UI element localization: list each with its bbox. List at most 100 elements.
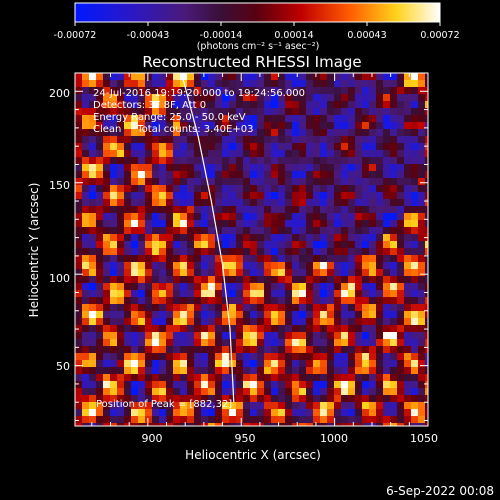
heatmap-cell xyxy=(145,220,152,227)
heatmap-cell xyxy=(362,304,369,311)
heatmap-cell xyxy=(215,164,222,171)
heatmap-cell xyxy=(285,283,292,290)
heatmap-cell xyxy=(103,332,110,339)
heatmap-cell xyxy=(348,185,355,192)
heatmap-cell xyxy=(390,283,397,290)
heatmap-cell xyxy=(131,241,138,248)
heatmap-cell xyxy=(271,178,278,185)
heatmap-cell xyxy=(82,234,89,241)
heatmap-cell xyxy=(173,367,180,374)
heatmap-cell xyxy=(180,143,187,150)
heatmap-cell xyxy=(89,325,96,332)
heatmap-cell xyxy=(215,388,222,395)
heatmap-cell xyxy=(257,143,264,150)
heatmap-cell xyxy=(369,220,376,227)
heatmap-cell xyxy=(404,318,411,325)
heatmap-cell xyxy=(236,276,243,283)
heatmap-cell xyxy=(376,353,383,360)
heatmap-cell xyxy=(411,409,418,416)
heatmap-cell xyxy=(110,276,117,283)
heatmap-cell xyxy=(243,395,250,402)
heatmap-cell xyxy=(355,80,362,87)
heatmap-cell xyxy=(355,346,362,353)
heatmap-cell xyxy=(201,122,208,129)
heatmap-cell xyxy=(117,325,124,332)
heatmap-cell xyxy=(355,262,362,269)
heatmap-cell xyxy=(180,178,187,185)
heatmap-cell xyxy=(166,108,173,115)
heatmap-cell xyxy=(362,178,369,185)
heatmap-cell xyxy=(362,206,369,213)
heatmap-cell xyxy=(166,360,173,367)
heatmap-cell xyxy=(131,395,138,402)
heatmap-cell xyxy=(201,304,208,311)
heatmap-cell xyxy=(383,213,390,220)
heatmap-cell xyxy=(299,164,306,171)
heatmap-cell xyxy=(271,115,278,122)
heatmap-cell xyxy=(229,185,236,192)
heatmap-cell xyxy=(208,171,215,178)
heatmap-cell xyxy=(334,360,341,367)
heatmap-cell xyxy=(264,255,271,262)
heatmap-cell xyxy=(411,325,418,332)
heatmap-cell xyxy=(418,87,425,94)
heatmap-cell xyxy=(425,332,428,339)
heatmap-cell xyxy=(236,164,243,171)
heatmap-cell xyxy=(264,136,271,143)
heatmap-cell xyxy=(292,157,299,164)
heatmap-cell xyxy=(313,318,320,325)
heatmap-cell xyxy=(96,87,103,94)
heatmap-cell xyxy=(425,423,428,426)
heatmap-cell xyxy=(173,192,180,199)
heatmap-cell xyxy=(327,248,334,255)
heatmap-cell xyxy=(180,199,187,206)
heatmap-cell xyxy=(404,136,411,143)
heatmap-cell xyxy=(236,402,243,409)
heatmap-cell xyxy=(82,339,89,346)
heatmap-cell xyxy=(278,269,285,276)
heatmap-cell xyxy=(180,73,187,80)
heatmap-cell xyxy=(271,80,278,87)
heatmap-cell xyxy=(418,227,425,234)
heatmap-cell xyxy=(327,255,334,262)
heatmap-cell xyxy=(117,297,124,304)
heatmap-cell xyxy=(243,346,250,353)
heatmap-cell xyxy=(334,157,341,164)
heatmap-cell xyxy=(138,199,145,206)
heatmap-cell xyxy=(103,164,110,171)
heatmap-cell xyxy=(194,199,201,206)
heatmap-cell xyxy=(75,115,82,122)
heatmap-cell xyxy=(404,220,411,227)
heatmap-cell xyxy=(264,318,271,325)
heatmap-cell xyxy=(411,108,418,115)
heatmap-cell xyxy=(138,143,145,150)
heatmap-cell xyxy=(201,367,208,374)
heatmap-cell xyxy=(166,290,173,297)
heatmap-cell xyxy=(369,325,376,332)
heatmap-cell xyxy=(222,157,229,164)
heatmap-cell xyxy=(257,206,264,213)
heatmap-cell xyxy=(390,318,397,325)
heatmap-cell xyxy=(362,150,369,157)
heatmap-cell xyxy=(341,332,348,339)
heatmap-cell xyxy=(348,290,355,297)
heatmap-cell xyxy=(362,276,369,283)
heatmap-cell xyxy=(222,234,229,241)
heatmap-cell xyxy=(124,108,131,115)
heatmap-cell xyxy=(327,339,334,346)
heatmap-cell xyxy=(327,185,334,192)
heatmap-cell xyxy=(194,192,201,199)
heatmap-cell xyxy=(299,360,306,367)
heatmap-cell xyxy=(257,374,264,381)
heatmap-cell xyxy=(173,108,180,115)
heatmap-cell xyxy=(355,213,362,220)
heatmap-cell xyxy=(124,136,131,143)
heatmap-cell xyxy=(278,241,285,248)
heatmap-cell xyxy=(362,122,369,129)
heatmap-cell xyxy=(278,115,285,122)
heatmap-cell xyxy=(313,416,320,423)
heatmap-cell xyxy=(278,290,285,297)
heatmap-cell xyxy=(222,199,229,206)
heatmap-cell xyxy=(103,346,110,353)
heatmap-cell xyxy=(236,178,243,185)
